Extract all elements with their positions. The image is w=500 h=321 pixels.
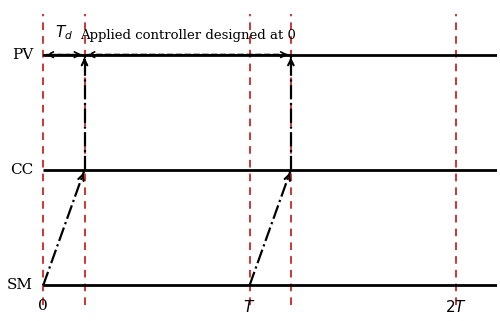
Text: PV: PV [12,48,33,62]
Text: SM: SM [7,278,33,292]
Text: $T_d$: $T_d$ [55,23,73,42]
Text: Applied controller designed at 0: Applied controller designed at 0 [80,29,296,42]
Text: 0: 0 [38,299,48,313]
Text: $T$: $T$ [244,299,256,315]
Text: $2T$: $2T$ [445,299,467,315]
Text: CC: CC [10,163,33,177]
